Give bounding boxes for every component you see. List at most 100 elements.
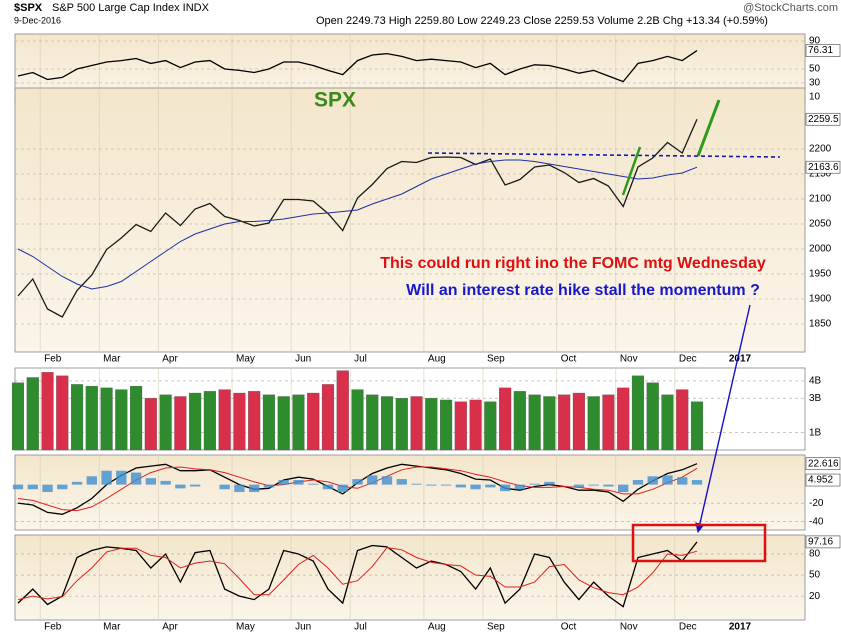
y-tick-label: -40 (809, 516, 824, 527)
histogram-bar (691, 480, 703, 485)
volume-bar (174, 396, 187, 451)
copyright: @StockCharts.com (743, 2, 838, 14)
volume-bar (144, 398, 157, 451)
panel-bg (14, 454, 806, 531)
y-tick-label: 80 (809, 549, 821, 560)
y-tick-label: 1950 (809, 269, 832, 280)
volume-bar (41, 372, 54, 451)
volume-bar (395, 398, 408, 451)
y-tick-label: 2150 (809, 169, 832, 180)
y-tick-label: 2050 (809, 219, 832, 230)
histogram-bar (12, 484, 24, 490)
value-marker (805, 473, 841, 487)
volume-bar (454, 401, 467, 451)
highlight-box (631, 523, 767, 563)
value-marker (805, 160, 841, 174)
value-marker-label: 2163.6 (808, 162, 839, 173)
y-tick-label: 3B (809, 393, 822, 404)
histogram-bar (603, 484, 614, 487)
y-tick-label: 2100 (809, 194, 832, 205)
histogram-bar (544, 481, 555, 485)
symbol: $SPX (14, 2, 43, 14)
volume-bar (248, 391, 261, 451)
histogram-bar (116, 470, 127, 485)
x-tick-label: Mar (103, 354, 121, 365)
histogram-bar (219, 484, 230, 490)
volume-bar (572, 392, 585, 451)
spx-label: SPX (314, 89, 356, 112)
volume-bar (336, 370, 349, 451)
volume-bar (159, 394, 172, 451)
histogram-bar (308, 483, 319, 485)
volume-bar (380, 396, 394, 451)
volume-bar (425, 398, 438, 451)
security-name: S&P 500 Large Cap Index INDX (52, 2, 210, 14)
y-tick-label: 2200 (809, 144, 832, 155)
histogram-bar (101, 470, 112, 485)
histogram-bar (367, 475, 378, 485)
histogram-bar (337, 484, 348, 493)
y-tick-label: 90 (809, 36, 821, 47)
series-line (17, 541, 698, 608)
volume-bar (513, 391, 526, 451)
value-marker-label: 22.616 (808, 458, 839, 469)
value-marker-label: 4.952 (808, 475, 833, 486)
volume-bar (85, 385, 98, 451)
volume-bar (100, 387, 113, 451)
x-tick-label: Dec (679, 354, 697, 365)
volume-bar (587, 396, 600, 451)
x-tick-label: Aug (428, 354, 446, 365)
y-tick-label: 50 (809, 64, 821, 75)
resistance-line (427, 152, 781, 158)
quote: Open 2249.73 High 2259.80 Low 2249.23 Cl… (316, 15, 768, 27)
x-tick-label: Sep (487, 622, 505, 633)
panel-bg (14, 87, 806, 353)
histogram-bar (322, 484, 334, 490)
histogram-bar (396, 479, 407, 485)
y-tick-label: -20 (809, 498, 824, 509)
x-tick-label: Jul (354, 354, 367, 365)
panels: 1030509076.31185019001950200020502100215… (11, 33, 841, 633)
volume-bar (233, 392, 246, 451)
y-tick-label: 20 (809, 591, 821, 602)
volume-bar (631, 375, 645, 451)
value-marker (805, 535, 841, 549)
year-label: 2017 (729, 622, 752, 633)
histogram-bar (529, 483, 540, 485)
histogram-bar (175, 484, 186, 489)
volume-bar (321, 384, 335, 451)
volume-bar (646, 382, 659, 451)
histogram-bar (42, 484, 53, 493)
annotation: Will an interest rate hike stall the mom… (406, 282, 760, 299)
volume-bar (130, 385, 143, 451)
x-tick-label: Nov (620, 354, 638, 365)
volume-bar (366, 394, 379, 451)
y-tick-label: 10 (809, 92, 821, 103)
x-tick-label: Oct (561, 622, 577, 633)
histogram-bar (573, 484, 585, 488)
date: 9-Dec-2016 (14, 15, 61, 25)
series-line (17, 118, 698, 318)
x-tick-label: Sep (487, 354, 505, 365)
volume-bar (484, 401, 497, 451)
volume-bar (292, 394, 305, 451)
x-tick-label: Feb (44, 354, 62, 365)
x-tick-label: Jun (295, 622, 311, 633)
volume-bar (203, 391, 216, 451)
volume-bar (617, 387, 630, 451)
y-tick-label: 1900 (809, 294, 832, 305)
volume-bar (218, 389, 231, 451)
histogram-bar (426, 484, 437, 486)
x-tick-label: May (236, 354, 255, 365)
trend-stroke (621, 146, 642, 196)
value-marker (805, 457, 841, 470)
x-tick-label: Dec (679, 622, 697, 633)
volume-bar (602, 394, 615, 451)
y-tick-label: 2000 (809, 244, 832, 255)
volume-bar (528, 394, 541, 451)
histogram-bar (411, 483, 422, 485)
histogram-bar (352, 479, 363, 485)
volume-bar (543, 396, 556, 451)
y-tick-label: 30 (809, 78, 821, 89)
volume-bar (440, 399, 453, 451)
